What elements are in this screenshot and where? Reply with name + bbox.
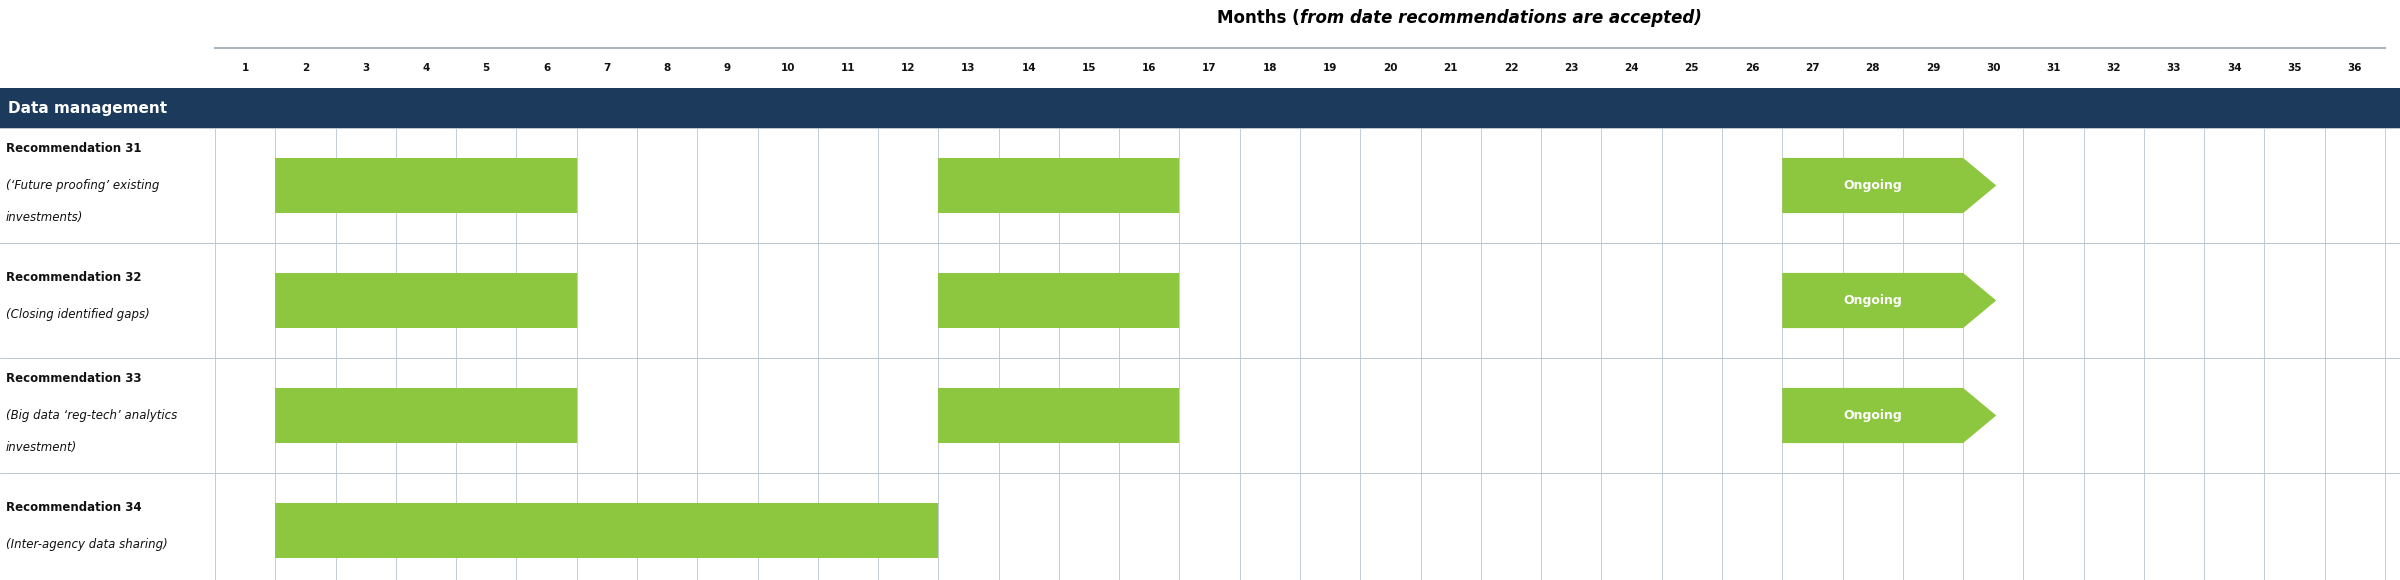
Text: 17: 17	[1202, 63, 1217, 73]
Text: 26: 26	[1745, 63, 1759, 73]
Text: Ongoing: Ongoing	[1843, 409, 1903, 422]
Bar	[276, 273, 576, 328]
Text: Recommendation 32: Recommendation 32	[5, 271, 142, 284]
Text: Months (: Months (	[1217, 9, 1301, 27]
Text: 9: 9	[725, 63, 732, 73]
Polygon shape	[1783, 273, 1997, 328]
Text: 2: 2	[302, 63, 310, 73]
Text: investments): investments)	[5, 211, 84, 224]
Text: 15: 15	[1082, 63, 1097, 73]
Text: 35: 35	[2287, 63, 2302, 73]
Polygon shape	[1783, 158, 1997, 213]
Text: 11: 11	[840, 63, 854, 73]
Text: 4: 4	[422, 63, 430, 73]
Text: 18: 18	[1262, 63, 1277, 73]
Text: 12: 12	[900, 63, 914, 73]
Text: 8: 8	[662, 63, 670, 73]
Text: 31: 31	[2047, 63, 2062, 73]
Text: 32: 32	[2107, 63, 2122, 73]
Text: (Closing identified gaps): (Closing identified gaps)	[5, 308, 149, 321]
Text: 36: 36	[2347, 63, 2362, 73]
Text: 16: 16	[1142, 63, 1157, 73]
Text: Recommendation 31: Recommendation 31	[5, 142, 142, 155]
Text: Ongoing: Ongoing	[1843, 294, 1903, 307]
Bar	[0, 88, 2400, 128]
Bar	[276, 503, 938, 558]
Text: 13: 13	[962, 63, 977, 73]
Text: 20: 20	[1382, 63, 1397, 73]
Text: 28: 28	[1865, 63, 1879, 73]
Text: 5: 5	[482, 63, 490, 73]
Text: 6: 6	[542, 63, 550, 73]
Text: 22: 22	[1505, 63, 1519, 73]
Bar	[276, 158, 576, 213]
Text: 23: 23	[1565, 63, 1579, 73]
Text: (Inter-agency data sharing): (Inter-agency data sharing)	[5, 538, 168, 551]
Polygon shape	[1783, 388, 1997, 443]
Bar	[938, 158, 1178, 213]
Text: 33: 33	[2167, 63, 2182, 73]
Text: (‘Future proofing’ existing: (‘Future proofing’ existing	[5, 179, 158, 192]
Text: 3: 3	[362, 63, 370, 73]
Text: 10: 10	[780, 63, 794, 73]
Text: Ongoing: Ongoing	[1843, 179, 1903, 192]
Text: 27: 27	[1805, 63, 1819, 73]
Text: 7: 7	[602, 63, 610, 73]
Text: 1: 1	[242, 63, 250, 73]
Text: 34: 34	[2227, 63, 2242, 73]
Text: 29: 29	[1925, 63, 1939, 73]
Text: 24: 24	[1625, 63, 1639, 73]
Text: 14: 14	[1022, 63, 1037, 73]
Text: Recommendation 33: Recommendation 33	[5, 372, 142, 385]
Text: Data management: Data management	[7, 100, 168, 115]
Text: (Big data ‘reg-tech’ analytics: (Big data ‘reg-tech’ analytics	[5, 409, 178, 422]
Text: 30: 30	[1985, 63, 2002, 73]
Text: Recommendation 34: Recommendation 34	[5, 501, 142, 514]
Bar	[938, 388, 1178, 443]
Bar	[938, 273, 1178, 328]
Text: from date recommendations are accepted): from date recommendations are accepted)	[1301, 9, 1702, 27]
Text: 25: 25	[1685, 63, 1699, 73]
Bar	[276, 388, 576, 443]
Text: investment): investment)	[5, 441, 77, 454]
Text: 19: 19	[1322, 63, 1337, 73]
Text: 21: 21	[1442, 63, 1457, 73]
